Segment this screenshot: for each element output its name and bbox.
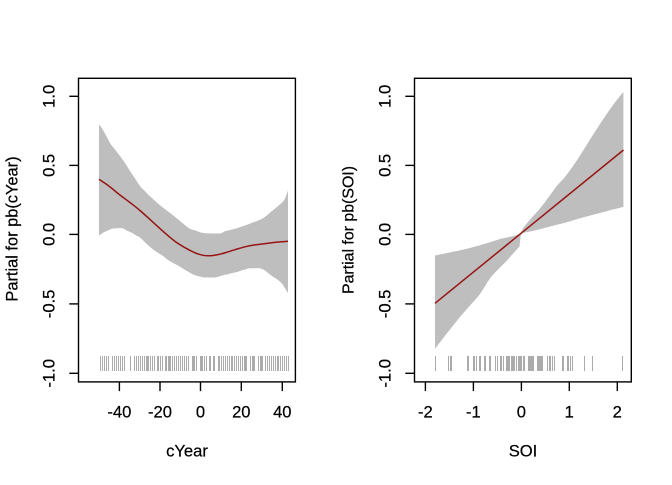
svg-text:40: 40 bbox=[273, 403, 291, 422]
svg-text:-2: -2 bbox=[418, 403, 433, 422]
svg-text:-1: -1 bbox=[466, 403, 481, 422]
svg-text:-20: -20 bbox=[148, 403, 172, 422]
svg-text:0.5: 0.5 bbox=[40, 154, 59, 177]
svg-text:cYear: cYear bbox=[166, 442, 208, 461]
svg-text:Partial for pb(cYear): Partial for pb(cYear) bbox=[4, 156, 22, 301]
svg-text:1.0: 1.0 bbox=[40, 85, 59, 108]
svg-text:-40: -40 bbox=[107, 403, 131, 422]
svg-text:2: 2 bbox=[613, 403, 622, 422]
svg-text:-1.0: -1.0 bbox=[40, 359, 59, 388]
svg-text:0.0: 0.0 bbox=[40, 223, 59, 246]
svg-text:1.0: 1.0 bbox=[376, 85, 395, 108]
svg-text:1: 1 bbox=[565, 403, 574, 422]
svg-text:-0.5: -0.5 bbox=[376, 290, 395, 319]
svg-text:0: 0 bbox=[196, 403, 205, 422]
svg-text:0: 0 bbox=[517, 403, 526, 422]
svg-text:20: 20 bbox=[232, 403, 250, 422]
svg-text:Partial for pb(SOI): Partial for pb(SOI) bbox=[341, 166, 358, 294]
svg-text:-0.5: -0.5 bbox=[40, 290, 59, 319]
svg-text:0.0: 0.0 bbox=[376, 223, 395, 246]
svg-text:-1.0: -1.0 bbox=[376, 359, 395, 388]
svg-text:0.5: 0.5 bbox=[376, 154, 395, 177]
svg-text:SOI: SOI bbox=[509, 442, 538, 461]
